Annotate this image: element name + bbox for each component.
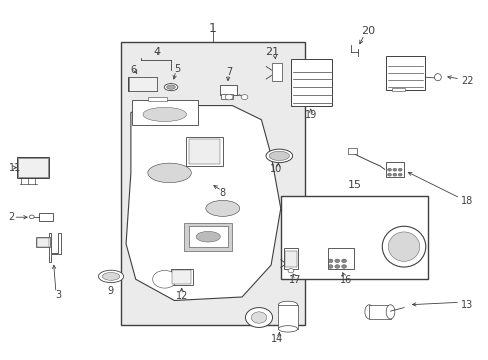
Text: 15: 15: [347, 180, 361, 190]
Circle shape: [287, 269, 293, 273]
Circle shape: [341, 259, 346, 262]
Bar: [221, 94, 233, 99]
Polygon shape: [49, 233, 61, 261]
Ellipse shape: [205, 201, 239, 216]
Bar: [347, 148, 356, 154]
Text: 1: 1: [209, 22, 217, 35]
Text: 16: 16: [339, 275, 351, 285]
Bar: [37, 238, 49, 247]
Text: 9: 9: [107, 285, 113, 296]
Ellipse shape: [166, 85, 175, 89]
Circle shape: [387, 173, 391, 176]
Bar: [147, 98, 167, 101]
Ellipse shape: [382, 226, 425, 267]
Text: 6: 6: [130, 65, 136, 75]
Bar: [128, 77, 157, 91]
Bar: [183, 222, 232, 251]
Ellipse shape: [278, 301, 297, 308]
Ellipse shape: [147, 163, 191, 183]
Ellipse shape: [364, 305, 373, 319]
Ellipse shape: [268, 151, 289, 161]
Bar: [36, 238, 50, 247]
Text: 2: 2: [9, 212, 15, 222]
Ellipse shape: [102, 273, 120, 280]
Circle shape: [327, 259, 332, 262]
Bar: [327, 248, 353, 269]
Bar: [285, 251, 296, 267]
Bar: [129, 77, 156, 91]
Circle shape: [152, 270, 177, 288]
Ellipse shape: [265, 149, 292, 163]
Circle shape: [334, 259, 339, 262]
Text: 13: 13: [460, 300, 472, 310]
Text: 10: 10: [269, 164, 282, 174]
Circle shape: [387, 168, 391, 171]
Bar: [39, 213, 53, 221]
Bar: [278, 305, 297, 329]
Bar: [172, 270, 191, 284]
Bar: [188, 226, 227, 247]
Ellipse shape: [142, 107, 186, 122]
Ellipse shape: [387, 232, 419, 261]
Text: 5: 5: [173, 64, 180, 75]
Text: 4: 4: [153, 48, 160, 57]
Text: 17: 17: [288, 275, 300, 285]
Ellipse shape: [434, 74, 440, 81]
Ellipse shape: [164, 84, 178, 91]
Bar: [271, 63, 282, 81]
Ellipse shape: [386, 305, 394, 319]
Circle shape: [392, 168, 396, 171]
Bar: [392, 88, 404, 91]
Ellipse shape: [278, 326, 297, 332]
Bar: [280, 196, 427, 279]
Bar: [385, 162, 403, 177]
Text: 7: 7: [225, 67, 232, 77]
Circle shape: [245, 307, 272, 328]
Text: 3: 3: [55, 290, 61, 300]
Text: 8: 8: [219, 189, 225, 198]
Polygon shape: [126, 105, 280, 301]
Bar: [220, 85, 237, 95]
Circle shape: [29, 215, 34, 219]
Bar: [188, 139, 220, 164]
Circle shape: [397, 173, 401, 176]
Circle shape: [327, 265, 332, 268]
Ellipse shape: [196, 231, 220, 242]
Circle shape: [224, 94, 232, 100]
Text: 19: 19: [304, 111, 316, 121]
Text: 14: 14: [271, 334, 283, 344]
Bar: [284, 248, 297, 269]
Bar: [17, 157, 49, 178]
Bar: [385, 56, 425, 90]
Text: 22: 22: [460, 76, 472, 86]
Bar: [368, 305, 390, 319]
Circle shape: [392, 173, 396, 176]
Circle shape: [334, 265, 339, 268]
Text: 18: 18: [460, 195, 472, 206]
Circle shape: [241, 95, 247, 100]
Text: 21: 21: [265, 48, 279, 57]
Text: 20: 20: [360, 26, 374, 36]
Circle shape: [397, 168, 401, 171]
Text: 11: 11: [9, 163, 21, 172]
Bar: [121, 42, 305, 325]
Ellipse shape: [98, 270, 123, 283]
Bar: [186, 138, 223, 166]
Text: 12: 12: [175, 291, 187, 301]
Bar: [171, 269, 192, 284]
Circle shape: [251, 312, 266, 323]
Bar: [132, 100, 197, 125]
Bar: [290, 59, 331, 105]
Bar: [18, 158, 48, 177]
Circle shape: [341, 265, 346, 268]
